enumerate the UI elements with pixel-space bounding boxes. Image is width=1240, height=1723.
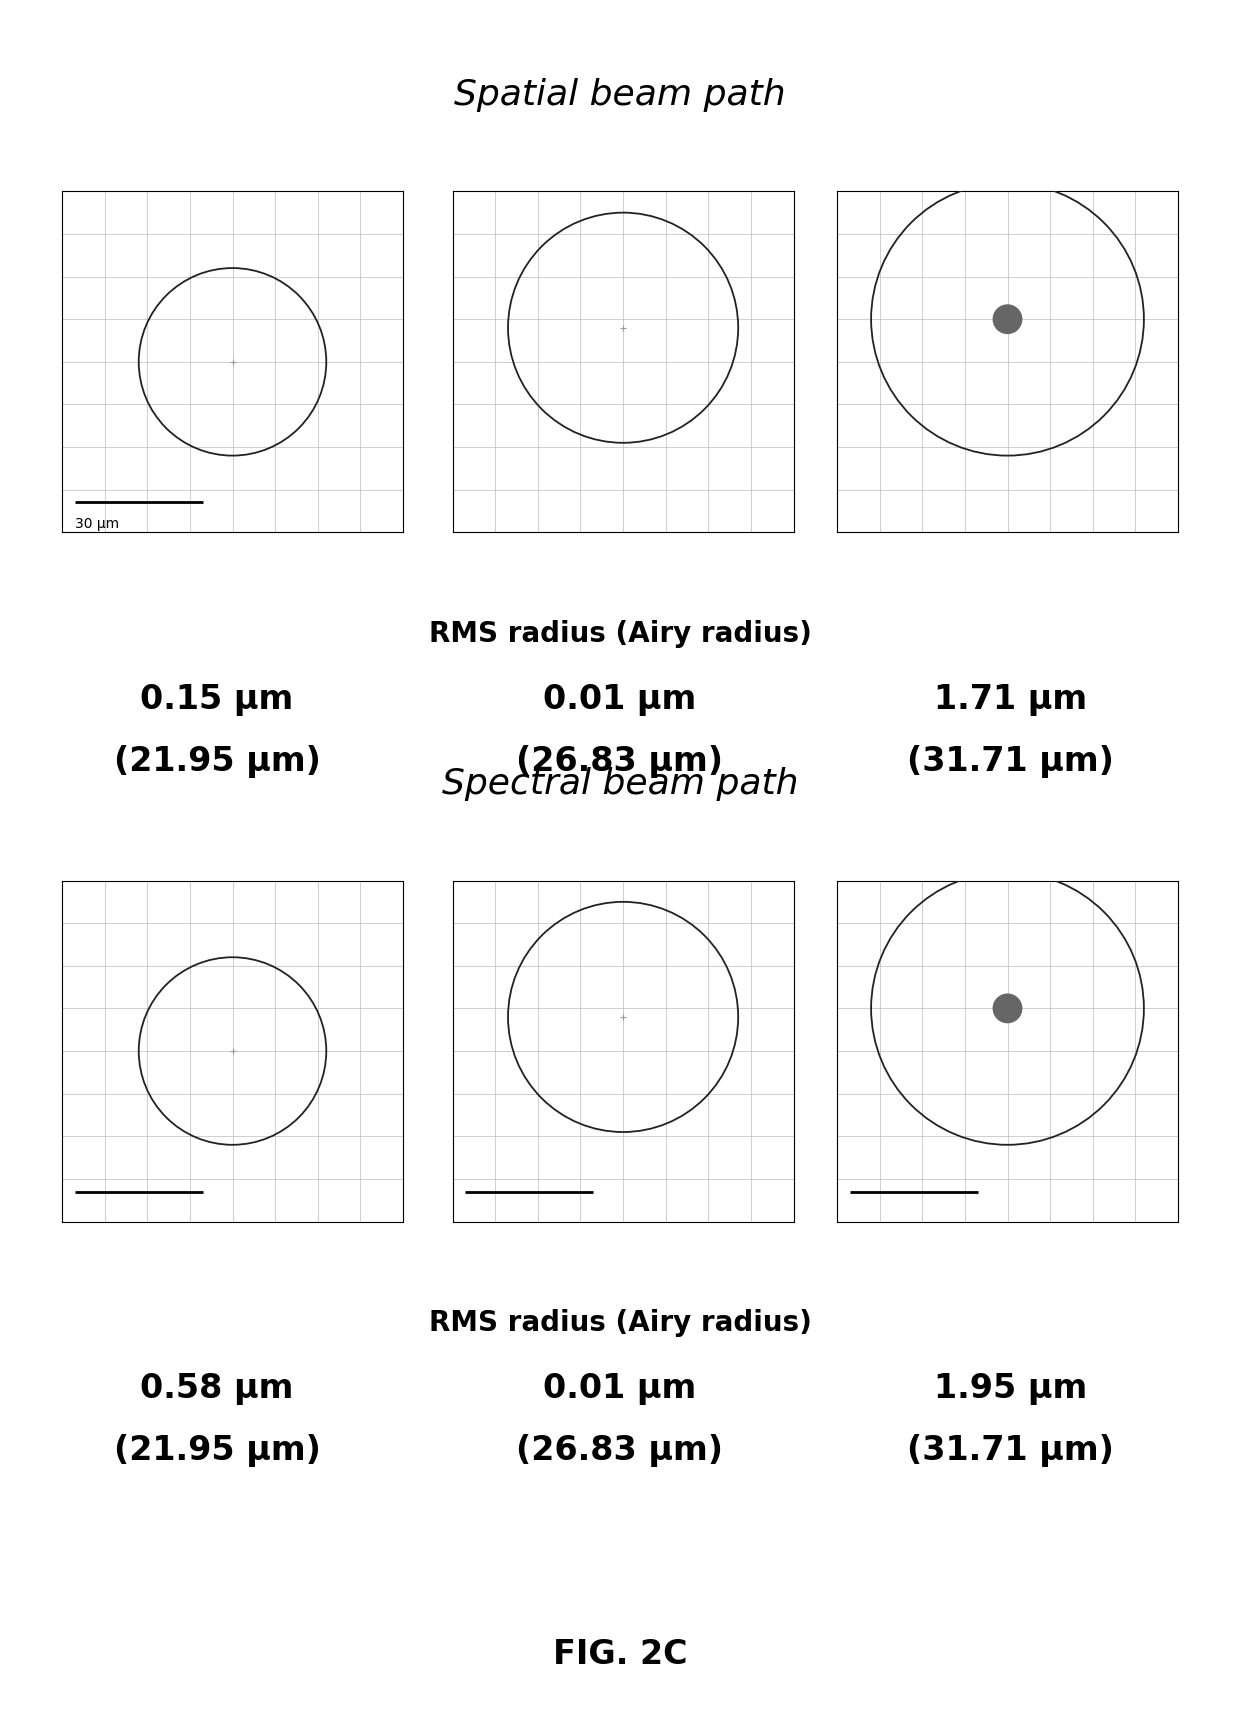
Text: 1.95 μm: 1.95 μm xyxy=(934,1372,1087,1406)
Circle shape xyxy=(992,305,1023,334)
Text: (31.71 μm): (31.71 μm) xyxy=(908,1434,1114,1468)
Text: 0.15 μm: 0.15 μm xyxy=(140,682,294,717)
Text: (31.71 μm): (31.71 μm) xyxy=(908,744,1114,779)
Text: Spatial beam path: Spatial beam path xyxy=(454,78,786,112)
Text: RMS radius (Airy radius): RMS radius (Airy radius) xyxy=(429,1309,811,1337)
Text: 0.01 μm: 0.01 μm xyxy=(543,682,697,717)
Text: (21.95 μm): (21.95 μm) xyxy=(114,1434,320,1468)
Text: Spectral beam path: Spectral beam path xyxy=(441,767,799,801)
Text: 0.01 μm: 0.01 μm xyxy=(543,1372,697,1406)
Text: RMS radius (Airy radius): RMS radius (Airy radius) xyxy=(429,620,811,648)
Text: (26.83 μm): (26.83 μm) xyxy=(517,1434,723,1468)
Text: FIG. 2C: FIG. 2C xyxy=(553,1637,687,1671)
Circle shape xyxy=(992,994,1023,1023)
Text: 30 μm: 30 μm xyxy=(74,517,119,531)
Text: 1.71 μm: 1.71 μm xyxy=(934,682,1087,717)
Text: (21.95 μm): (21.95 μm) xyxy=(114,744,320,779)
Text: 0.58 μm: 0.58 μm xyxy=(140,1372,294,1406)
Text: (26.83 μm): (26.83 μm) xyxy=(517,744,723,779)
